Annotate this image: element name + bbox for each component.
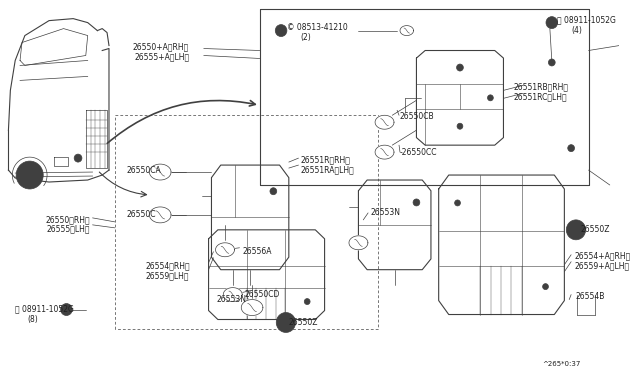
Circle shape [568,145,575,152]
Text: 26553N: 26553N [216,295,246,304]
Text: 26551RB〈RH〉: 26551RB〈RH〉 [513,82,568,92]
Circle shape [276,312,296,333]
Text: 26550+A〈RH〉: 26550+A〈RH〉 [133,42,189,52]
Polygon shape [223,288,242,302]
Polygon shape [149,207,171,223]
Text: © 08513-41210: © 08513-41210 [287,23,348,32]
Text: 26551RA〈LH〉: 26551RA〈LH〉 [300,165,354,174]
Circle shape [22,167,37,183]
Polygon shape [375,145,394,159]
Text: (2): (2) [300,33,311,42]
Circle shape [223,245,229,251]
Text: 26555〈LH〉: 26555〈LH〉 [46,225,90,234]
Text: 26554B: 26554B [576,292,605,301]
Circle shape [304,299,310,305]
Text: S: S [279,28,283,33]
Text: -26550CC: -26550CC [400,148,438,157]
Polygon shape [400,26,413,36]
Circle shape [270,188,276,195]
Text: 26555+A〈LH〉: 26555+A〈LH〉 [134,52,189,61]
Text: 26550CA: 26550CA [126,166,161,175]
Circle shape [571,225,581,235]
Text: 26556A: 26556A [243,247,272,256]
Circle shape [413,199,420,206]
Text: 26553N: 26553N [371,208,401,217]
Text: 26550Z: 26550Z [289,318,318,327]
Polygon shape [149,164,171,180]
Text: ⓝ 08911-1052G: ⓝ 08911-1052G [15,305,74,314]
Circle shape [457,123,463,129]
Circle shape [546,17,557,29]
Circle shape [61,304,72,315]
Circle shape [456,64,463,71]
Text: 26551RC〈LH〉: 26551RC〈LH〉 [513,92,567,101]
Text: 26550Z: 26550Z [581,225,611,234]
Polygon shape [241,299,263,315]
Text: (4): (4) [571,26,582,35]
Text: 26550CD: 26550CD [244,290,280,299]
Text: ⓝ 08911-1052G: ⓝ 08911-1052G [557,16,616,25]
Circle shape [454,200,460,206]
Circle shape [488,95,493,101]
Text: 26554+A〈RH〉: 26554+A〈RH〉 [574,252,630,261]
Text: (8): (8) [28,314,38,324]
Text: 26550CB: 26550CB [399,112,434,121]
Circle shape [74,154,82,162]
Circle shape [566,220,586,240]
Text: 26559+A〈LH〉: 26559+A〈LH〉 [574,262,629,271]
Text: 26550C: 26550C [126,210,156,219]
Text: 26550〈RH〉: 26550〈RH〉 [45,215,90,224]
Polygon shape [216,243,234,257]
Circle shape [275,25,287,36]
Text: 26554〈RH〉: 26554〈RH〉 [146,262,190,271]
Polygon shape [349,236,368,250]
Text: N: N [550,20,554,25]
Circle shape [548,59,555,66]
Polygon shape [375,115,394,129]
Text: 26559〈LH〉: 26559〈LH〉 [146,272,189,281]
Circle shape [543,283,548,290]
Circle shape [16,161,44,189]
Circle shape [281,318,291,327]
Text: N: N [64,307,68,312]
Text: ^265*0:37: ^265*0:37 [542,361,580,367]
Text: 26551R〈RH〉: 26551R〈RH〉 [300,155,350,164]
